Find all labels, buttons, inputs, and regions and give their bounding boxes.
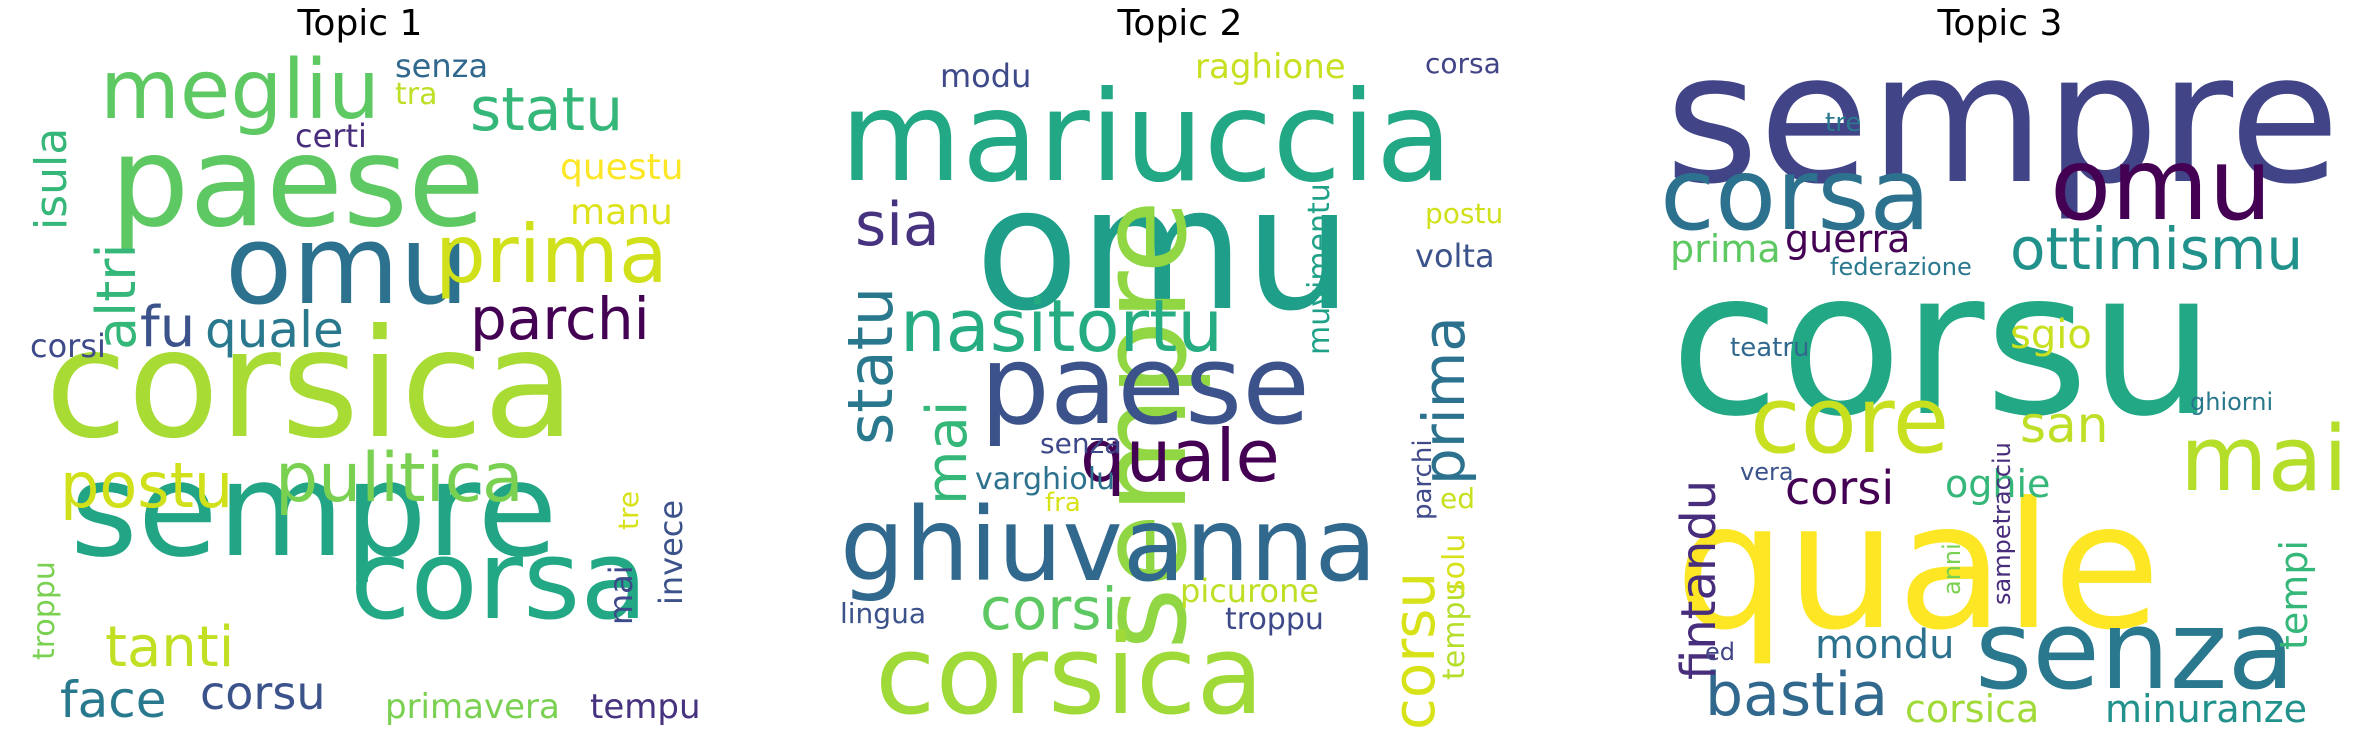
word: manu [570,192,673,233]
word: solu [1437,533,1472,595]
word: teatru [1730,333,1810,363]
word: questu [560,147,684,188]
word: modu [940,57,1032,95]
word: ghiorni [2190,388,2274,416]
word: omu [225,201,470,329]
word: corsu [1670,228,2216,461]
word: senza [1975,586,2295,714]
word: tre [612,490,645,530]
word: mariuccia [840,65,1453,210]
word: senza [1040,427,1122,460]
word: primavera [385,687,560,727]
wordcloud: omu mariuccia sempre paese ghiuvanna cor… [834,47,1520,739]
word: senza [395,47,489,85]
word: mai [2180,407,2348,512]
word: picurone [1180,572,1320,610]
word: troppu [27,561,62,660]
word: parchi [470,285,650,353]
word: bastia [1705,660,1889,730]
word: omu [975,151,1353,349]
word: postu [60,449,234,522]
word: corsica [1905,687,2040,731]
word: sgio [2010,312,2092,358]
word: raghione [1195,47,1346,87]
word: core [1750,367,1950,474]
word: ghiuvanna [840,486,1378,605]
word: corsi [1785,461,1895,515]
word: tempu [1437,582,1472,681]
word: troppu [1225,602,1324,637]
word: guerra [1785,217,1911,261]
word: certi [295,117,367,155]
panel-title: Topic 1 [297,3,423,44]
word: corsica [45,298,576,472]
word: san [2020,396,2109,454]
word: sampetracciu [1988,442,2016,605]
word: statu [834,286,907,445]
word: tanti [105,615,235,680]
panel-title: Topic 2 [1117,3,1243,44]
word: muvimentu [1302,183,1337,355]
word: sia [855,190,940,260]
word: corsica [875,611,1264,739]
word: vera [1740,458,1794,486]
word: ottimismu [2010,215,2304,283]
word: statu [470,75,624,145]
word: face [60,671,167,729]
word: corsi [30,327,106,365]
word: mai [915,400,980,505]
word: paese [980,321,1310,449]
word: tre [1825,108,1862,138]
word: tempu [590,687,701,727]
word: mondu [1815,622,1955,668]
panel-title: Topic 3 [1937,3,2063,44]
word: tra [395,77,438,112]
word: federazione [1830,253,1972,281]
word: corsi [980,575,1118,643]
word: fu [140,295,196,360]
word: oghie [1945,462,2051,506]
wordcloud: corsica sempre paese corsa omu megliu pr… [26,43,701,730]
word: minuranze [2105,687,2308,731]
word: corsa [1660,136,1931,253]
word: fra [1045,488,1081,518]
word: invece [652,499,690,605]
word: lingua [840,597,926,630]
word: nasitortu [900,284,1224,368]
word: quale [1675,466,2161,669]
word: corsa [350,516,648,644]
wordcloud-panel-topic-2: Topic 2 omu mariuccia sempre paese ghiuv… [834,0,1520,754]
word: megliu [100,43,380,138]
word: pulitica [275,439,524,518]
word: ed [1705,638,1735,666]
word: sempre [1665,15,2340,224]
word: tempi [2272,540,2316,650]
wordcloud: sempre corsu quale corsa omu senza core … [1660,30,2348,731]
word: ed [1440,482,1475,515]
word: volta [1415,237,1495,275]
word: mai [602,565,640,625]
word: postu [1425,197,1504,230]
wordcloud-panel-topic-1: Topic 1 corsica sempre paese corsa omu m… [26,0,701,754]
word: paese [110,110,485,255]
word: quale [205,301,344,359]
word: corsu [1380,571,1448,730]
wordcloud-panel-topic-3: Topic 3 sempre corsu quale corsa omu sen… [1660,0,2348,754]
word: prima [435,208,668,301]
word: varghiolu [975,462,1116,497]
word: quale [1080,414,1280,498]
word: omu [2050,126,2272,243]
word: parchi [1408,439,1438,520]
word: corsu [200,666,326,720]
word: prima [1670,227,1781,271]
word: corsa [1425,47,1501,80]
word: anni [1938,543,1966,595]
word: isula [26,127,77,230]
word: sempre [70,434,558,586]
